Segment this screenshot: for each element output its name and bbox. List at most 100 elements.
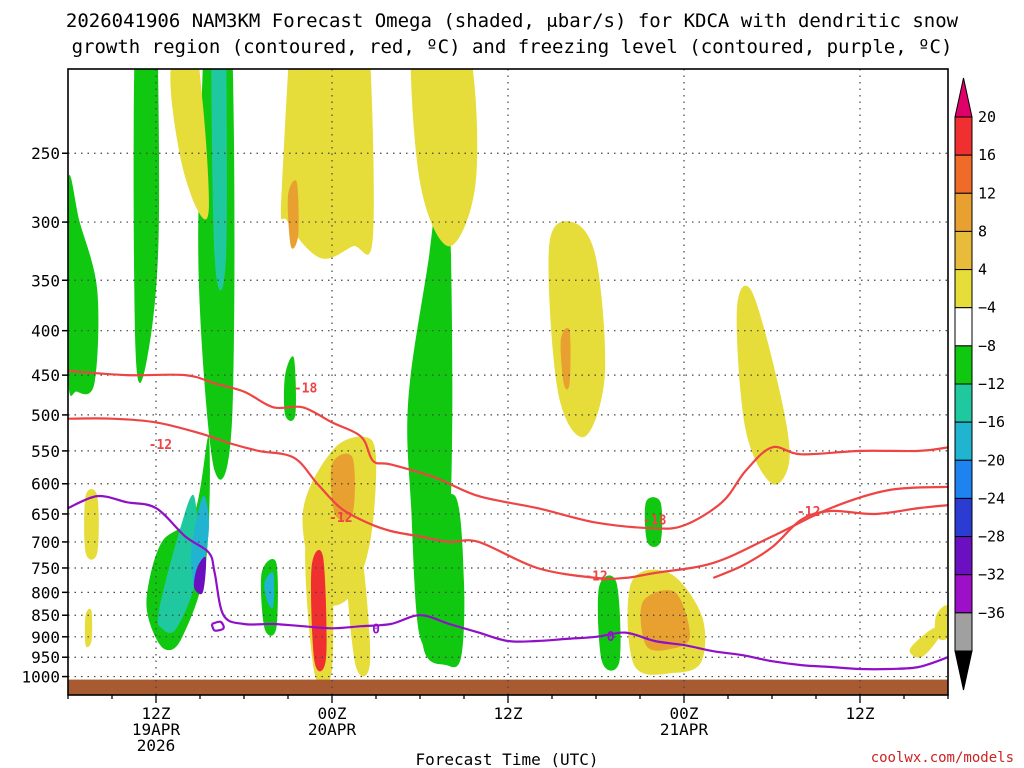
y-tick-label-14: 950 [31, 648, 60, 667]
omega-region-7 [193, 556, 207, 595]
colorbar-label-5: −4 [978, 299, 996, 317]
colorbar-label-4: 4 [978, 261, 987, 279]
contour-label-4: -12 [584, 569, 607, 584]
colorbar-box-12 [954, 574, 973, 614]
colorbar-box-7 [954, 383, 973, 423]
contour-label-1: -18 [294, 382, 318, 397]
colorbar-box-2 [954, 192, 973, 232]
colorbar-box-10 [954, 497, 973, 538]
x-tick-label-1-0: 00Z [318, 704, 347, 723]
colorbar-box-9 [954, 459, 973, 499]
colorbar-box-11 [954, 536, 973, 576]
omega-region-27 [640, 590, 690, 651]
contour-label-3: -18 [643, 514, 667, 529]
y-tick-label-0: 250 [31, 144, 60, 163]
omega-region-19 [548, 221, 606, 438]
omega-region-18 [410, 69, 478, 247]
y-tick-label-15: 1000 [21, 668, 60, 687]
x-tick-label-3-1: 21APR [660, 720, 709, 739]
y-tick-label-8: 650 [31, 505, 60, 524]
contour-label-0: -12 [149, 438, 172, 453]
plot-area: -12 -18 -12 -18 -12 -12 0 0 250 300 350 400 450 500 55… [21, 68, 949, 755]
colorbar-label-11: −28 [978, 528, 1005, 546]
contour-label-7: 0 [607, 630, 615, 645]
contour-dgz-minus-18 [68, 369, 948, 530]
colorbar-box-4 [954, 269, 973, 309]
x-tick-label-2-0: 12Z [494, 704, 523, 723]
omega-region-15 [170, 69, 209, 220]
omega-region-0 [68, 174, 99, 396]
omega-region-3 [211, 69, 227, 291]
chart-title-line1: 2026041906 NAM3KM Forecast Omega (shaded… [66, 10, 959, 32]
colorbar-label-10: −24 [978, 489, 1005, 507]
colorbar-box-5 [954, 307, 973, 347]
y-tick-label-13: 900 [31, 628, 60, 647]
colorbar-label-7: −12 [978, 375, 1005, 393]
colorbar-label-8: −16 [978, 413, 1005, 431]
omega-region-10 [283, 356, 296, 421]
omega-region-29 [84, 608, 93, 648]
y-tick-label-10: 750 [31, 559, 60, 578]
x-axis-label: Forecast Time (UTC) [415, 750, 598, 768]
omega-region-6 [191, 495, 209, 593]
omega-region-24 [310, 549, 327, 672]
colorbar-box-3 [954, 230, 973, 271]
colorbar-label-13: −36 [978, 604, 1005, 622]
chart-title-line2: growth region (contoured, red, ºC) and f… [72, 36, 953, 58]
colorbar-label-12: −32 [978, 566, 1005, 584]
contour-freezing-level-loop [210, 620, 225, 632]
y-tick-label-12: 850 [31, 606, 60, 625]
omega-region-14 [644, 497, 663, 547]
colorbar-bottom-triangle [954, 650, 973, 691]
colorbar-box-8 [954, 421, 973, 461]
omega-region-20 [560, 327, 571, 390]
contour-label-2: -12 [329, 511, 352, 526]
omega-region-31 [909, 627, 940, 658]
colorbar-label-2: 12 [978, 184, 996, 202]
plot-clip-group: -12 -18 -12 -18 -12 -12 0 0 [68, 69, 948, 695]
credit-text: coolwx.com/models [871, 750, 1014, 766]
contour-label-5: -12 [797, 505, 820, 520]
y-tick-label-9: 700 [31, 533, 60, 552]
y-tick-label-5: 500 [31, 406, 60, 425]
x-tick-label-4-0: 12Z [846, 704, 875, 723]
colorbar-box-1 [954, 154, 973, 194]
y-tick-label-1: 300 [31, 213, 60, 232]
omega-region-25 [346, 543, 371, 677]
x-tick-label-3-0: 00Z [670, 704, 699, 723]
y-tick-label-4: 450 [31, 366, 60, 385]
omega-region-32 [934, 605, 948, 641]
colorbar-box-6 [954, 345, 973, 385]
colorbar-label-9: −20 [978, 451, 1005, 469]
colorbar-box-13 [954, 612, 973, 652]
omega-region-1 [133, 69, 160, 384]
y-tick-label-6: 550 [31, 442, 60, 461]
colorbar-top-triangle [954, 77, 973, 118]
omega-region-9 [264, 572, 275, 609]
omega-region-13 [597, 575, 621, 671]
y-tick-label-2: 350 [31, 271, 60, 290]
contour-dgz-minus-12-lower [712, 504, 948, 579]
contour-freezing-level-zero [68, 494, 948, 671]
colorbar-label-3: 8 [978, 222, 987, 240]
colorbar: 20 16 12 8 4 −4 −8 −12 −16 −20 −24 −28 −32 −36 [954, 77, 1005, 691]
omega-region-12 [420, 493, 465, 668]
colorbar-box-0 [954, 116, 973, 156]
omega-region-16 [280, 69, 374, 259]
x-tick-label-0-1: 19APR [132, 720, 181, 739]
x-tick-label-1-1: 20APR [308, 720, 357, 739]
omega-region-30 [736, 285, 790, 485]
omega-region-5 [157, 494, 199, 634]
colorbar-label-0: 20 [978, 108, 996, 126]
y-tick-label-3: 400 [31, 322, 60, 341]
colorbar-label-6: −8 [978, 337, 996, 355]
contour-dgz-minus-12-upper [68, 417, 948, 580]
x-tick-label-0-0: 12Z [142, 704, 171, 723]
omega-region-17 [287, 180, 299, 249]
colorbar-label-1: 16 [978, 146, 996, 164]
y-tick-label-11: 800 [31, 583, 60, 602]
contour-label-6: 0 [372, 622, 380, 637]
y-tick-label-7: 600 [31, 475, 60, 494]
x-tick-label-0-2: 2026 [137, 736, 176, 755]
